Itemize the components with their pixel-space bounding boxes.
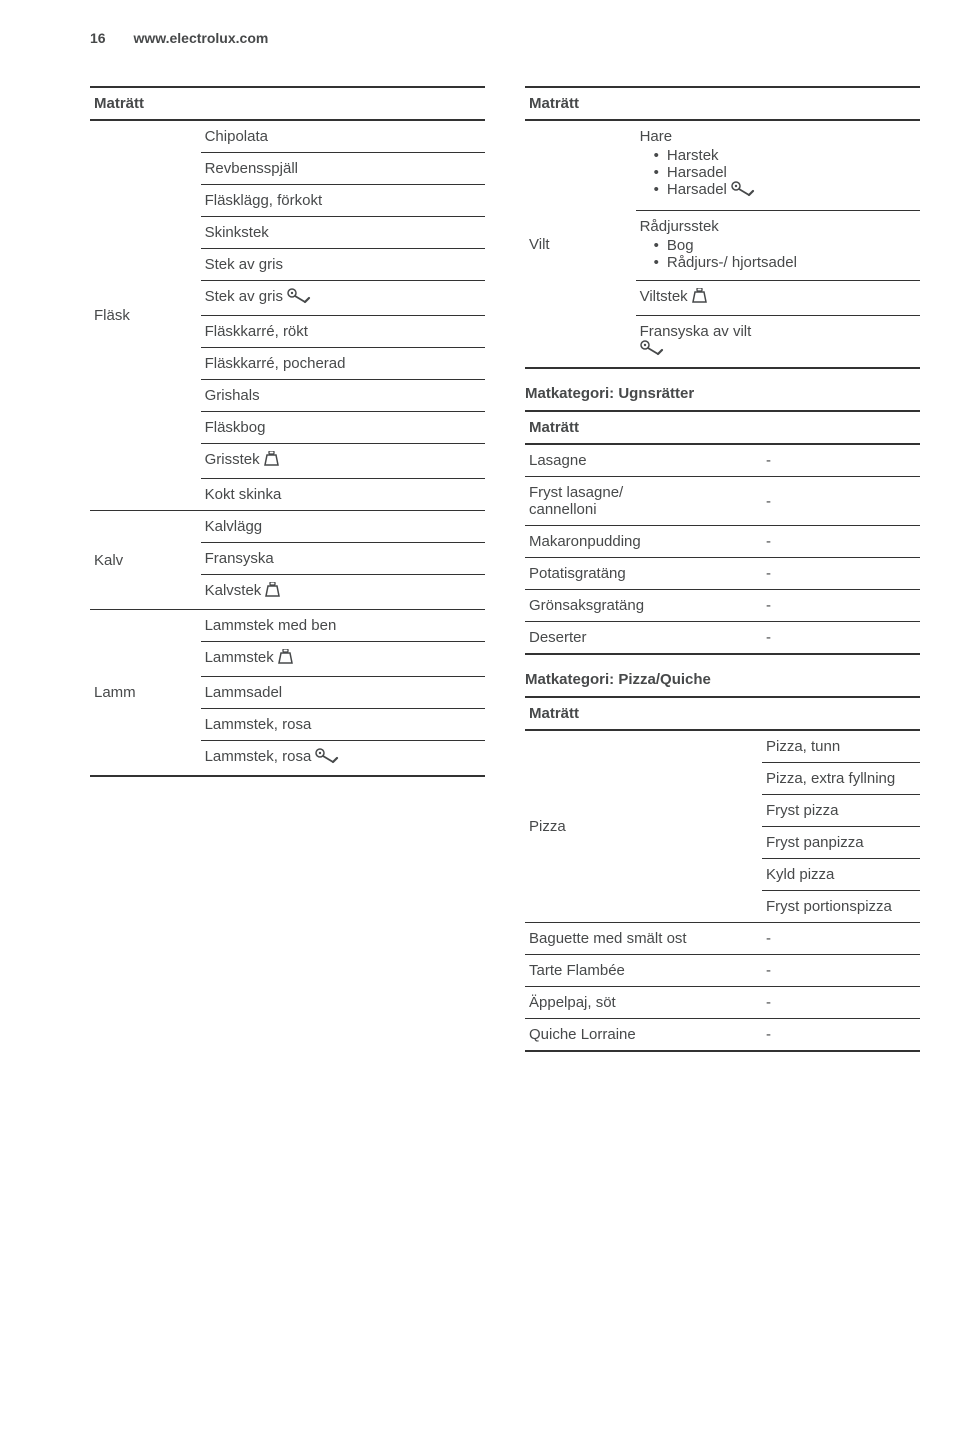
dish-cell: Lammstek, rosa [201,709,485,741]
weight-icon [692,288,708,308]
left-table: Maträtt FläskChipolataRevbensspjällFläsk… [90,86,485,777]
weight-icon [264,451,280,471]
value-cell: - [762,590,920,622]
vilt-table-header: Maträtt [525,87,920,120]
vilt-table: Maträtt ViltHareHarstekHarsadelHarsadel … [525,86,920,369]
food-probe-icon [640,340,664,360]
dish-cell: Lammstek med ben [201,610,485,642]
dish-cell: Äppelpaj, söt [525,987,762,1019]
dish-cell: Lasagne [525,444,762,477]
ugn-table: Maträtt Lasagne-Fryst lasagne/cannelloni… [525,410,920,655]
category-cell: Vilt [525,120,636,368]
pizza-table: Maträtt PizzaPizza, tunnPizza, extra fyl… [525,696,920,1052]
dish-cell: Grönsaksgratäng [525,590,762,622]
dish-cell: Kyld pizza [762,859,920,891]
dish-cell: Fryst lasagne/cannelloni [525,477,762,526]
value-cell: - [762,477,920,526]
dish-cell: Kalvlägg [201,511,485,543]
dish-cell: Potatisgratäng [525,558,762,590]
dish-cell: Baguette med smält ost [525,923,762,955]
dish-cell: Stek av gris [201,281,485,316]
dish-cell: Pizza, tunn [762,730,920,763]
category-cell: Fläsk [90,120,201,511]
dish-cell: Fransyska av vilt [636,316,920,369]
category-cell: Kalv [90,511,201,610]
dish-cell: HareHarstekHarsadelHarsadel [636,120,920,211]
page-header: 16 www.electrolux.com [90,30,920,46]
dish-cell: Deserter [525,622,762,655]
dish-cell: Tarte Flambée [525,955,762,987]
sub-item: Bog [654,237,916,254]
dish-cell: Fryst portionspizza [762,891,920,923]
category-cell: Pizza [525,730,762,923]
value-cell: - [762,1019,920,1052]
value-cell: - [762,558,920,590]
dish-cell: Pizza, extra fyllning [762,763,920,795]
sub-item: Harsadel [654,181,916,201]
dish-cell: Lammsadel [201,677,485,709]
dish-cell: Grishals [201,380,485,412]
pizza-table-header: Maträtt [525,697,920,730]
dish-cell: Fläsklägg, förkokt [201,185,485,217]
weight-icon [278,649,294,669]
dish-cell: Grisstek [201,444,485,479]
sub-list: BogRådjurs-/ hjortsadel [640,237,916,271]
dish-cell: Quiche Lorraine [525,1019,762,1052]
value-cell: - [762,444,920,477]
dish-cell: Viltstek [636,281,920,316]
sub-item: Harstek [654,147,916,164]
dish-cell: Chipolata [201,120,485,153]
left-column: Maträtt FläskChipolataRevbensspjällFläsk… [90,86,485,1052]
food-probe-icon [287,288,311,308]
left-table-header: Maträtt [90,87,485,120]
food-probe-icon [315,748,339,768]
dish-cell: Fransyska [201,543,485,575]
dish-cell: Fläskkarré, rökt [201,316,485,348]
value-cell: - [762,987,920,1019]
sub-item: Harsadel [654,164,916,181]
value-cell: - [762,622,920,655]
sub-item: Rådjurs-/ hjortsadel [654,254,916,271]
right-column: Maträtt ViltHareHarstekHarsadelHarsadel … [525,86,920,1052]
dish-cell: Fläskkarré, pocherad [201,348,485,380]
value-cell: - [762,923,920,955]
sub-list: HarstekHarsadelHarsadel [640,147,916,201]
dish-cell: Fryst panpizza [762,827,920,859]
dish-cell: Makaronpudding [525,526,762,558]
dish-cell: Revbensspjäll [201,153,485,185]
dish-cell: Skinkstek [201,217,485,249]
dish-cell: Fläskbog [201,412,485,444]
page-number: 16 [90,30,106,46]
food-probe-icon [731,181,755,201]
section-title-pizza: Matkategori: Pizza/Quiche [525,671,920,688]
value-cell: - [762,526,920,558]
category-cell: Lamm [90,610,201,777]
ugn-table-header: Maträtt [525,411,920,444]
weight-icon [265,582,281,602]
dish-cell: Kokt skinka [201,479,485,511]
site-url: www.electrolux.com [133,30,268,46]
dish-cell: RådjursstekBogRådjurs-/ hjortsadel [636,211,920,281]
section-title-ugn: Matkategori: Ugnsrätter [525,385,920,402]
dish-cell: Kalvstek [201,575,485,610]
dish-cell: Lammstek, rosa [201,741,485,777]
dish-cell: Lammstek [201,642,485,677]
dish-cell: Stek av gris [201,249,485,281]
dish-cell: Fryst pizza [762,795,920,827]
value-cell: - [762,955,920,987]
